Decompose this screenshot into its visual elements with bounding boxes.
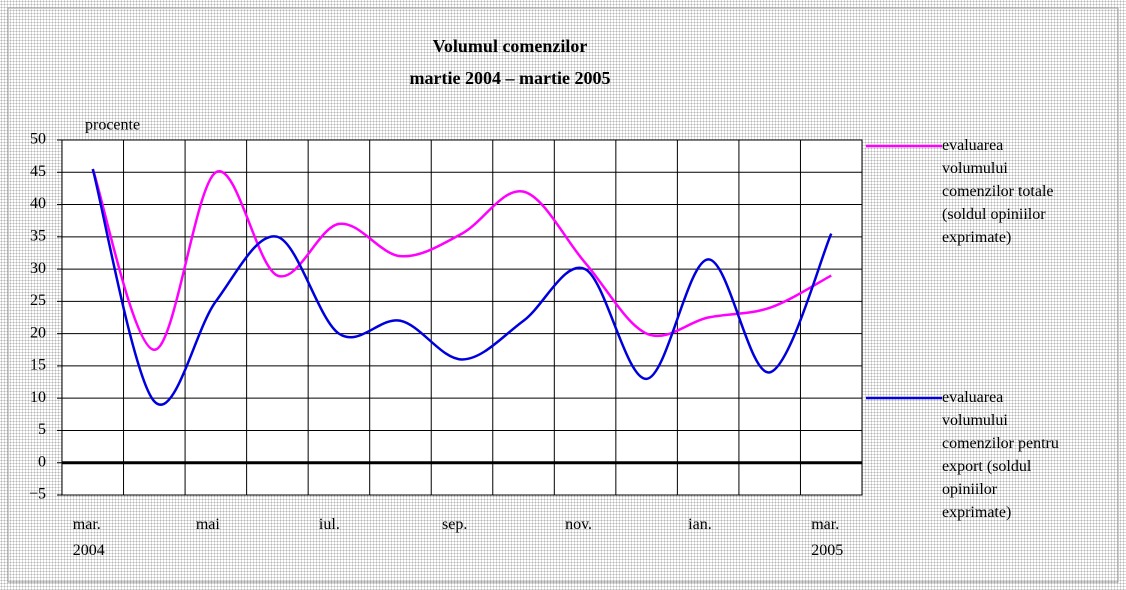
y-tick-label: 30 xyxy=(30,260,46,277)
series-line xyxy=(91,168,833,406)
y-tick-label: 35 xyxy=(30,227,46,244)
y-tick-label: 40 xyxy=(30,195,46,212)
y-tick-label: −5 xyxy=(29,486,46,503)
y-tick-label: 5 xyxy=(38,421,46,438)
y-tick-label: 50 xyxy=(30,131,46,148)
legend-label: evaluarea volumului comenzilor totale (s… xyxy=(942,137,1054,246)
plot-area xyxy=(61,139,863,496)
y-tick-label: 0 xyxy=(38,453,46,470)
y-tick-label: 20 xyxy=(30,324,46,341)
y-axis-label: procente xyxy=(85,117,140,134)
chart-subtitle: martie 2004 – martie 2005 xyxy=(410,68,611,88)
x-tick-label: sep. xyxy=(442,516,468,533)
y-tick-label: 25 xyxy=(30,292,46,309)
series-line xyxy=(91,168,832,352)
chart-title: Volumul comenzilor xyxy=(433,36,588,56)
y-tick-label: 10 xyxy=(30,389,46,406)
x-tick-label: mai xyxy=(195,516,220,533)
y-tick-label: 15 xyxy=(30,357,46,374)
chart-border xyxy=(7,7,1119,583)
x-tick-label: iul. xyxy=(318,516,340,533)
x-tick-label: mar. 2005 xyxy=(811,516,844,559)
y-tick-label: 45 xyxy=(30,163,46,180)
x-tick-label: nov. xyxy=(565,516,593,533)
x-tick-label: mar. 2004 xyxy=(72,516,105,559)
legend-label: evaluarea volumului comenzilor pentru ex… xyxy=(942,389,1059,521)
x-tick-label: ian. xyxy=(688,516,712,533)
